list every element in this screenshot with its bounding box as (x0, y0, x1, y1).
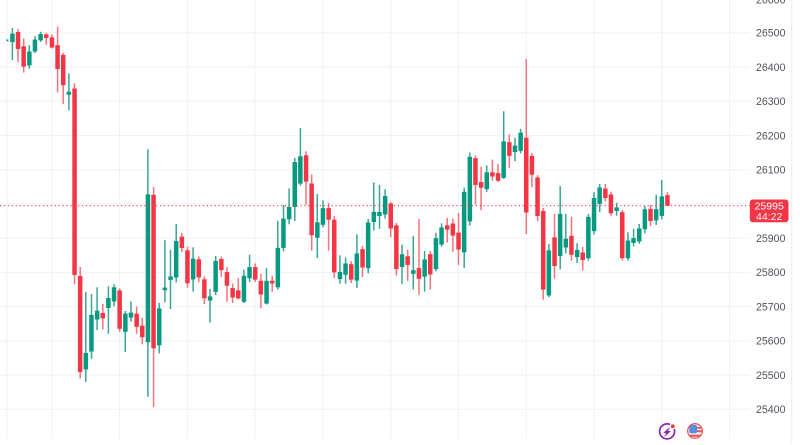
svg-text:26300: 26300 (756, 96, 786, 108)
svg-text:25800: 25800 (756, 267, 786, 279)
svg-text:26400: 26400 (756, 62, 786, 74)
svg-text:25500: 25500 (756, 370, 786, 382)
svg-text:26600: 26600 (756, 0, 786, 6)
svg-text:25400: 25400 (756, 404, 786, 416)
svg-text:25995: 25995 (755, 201, 784, 213)
svg-text:25600: 25600 (756, 336, 786, 348)
svg-text:25700: 25700 (756, 301, 786, 313)
svg-text:44:22: 44:22 (756, 211, 782, 223)
svg-text:26500: 26500 (756, 28, 786, 40)
svg-text:26100: 26100 (756, 165, 786, 177)
svg-text:26200: 26200 (756, 130, 786, 142)
svg-text:25900: 25900 (756, 233, 786, 245)
